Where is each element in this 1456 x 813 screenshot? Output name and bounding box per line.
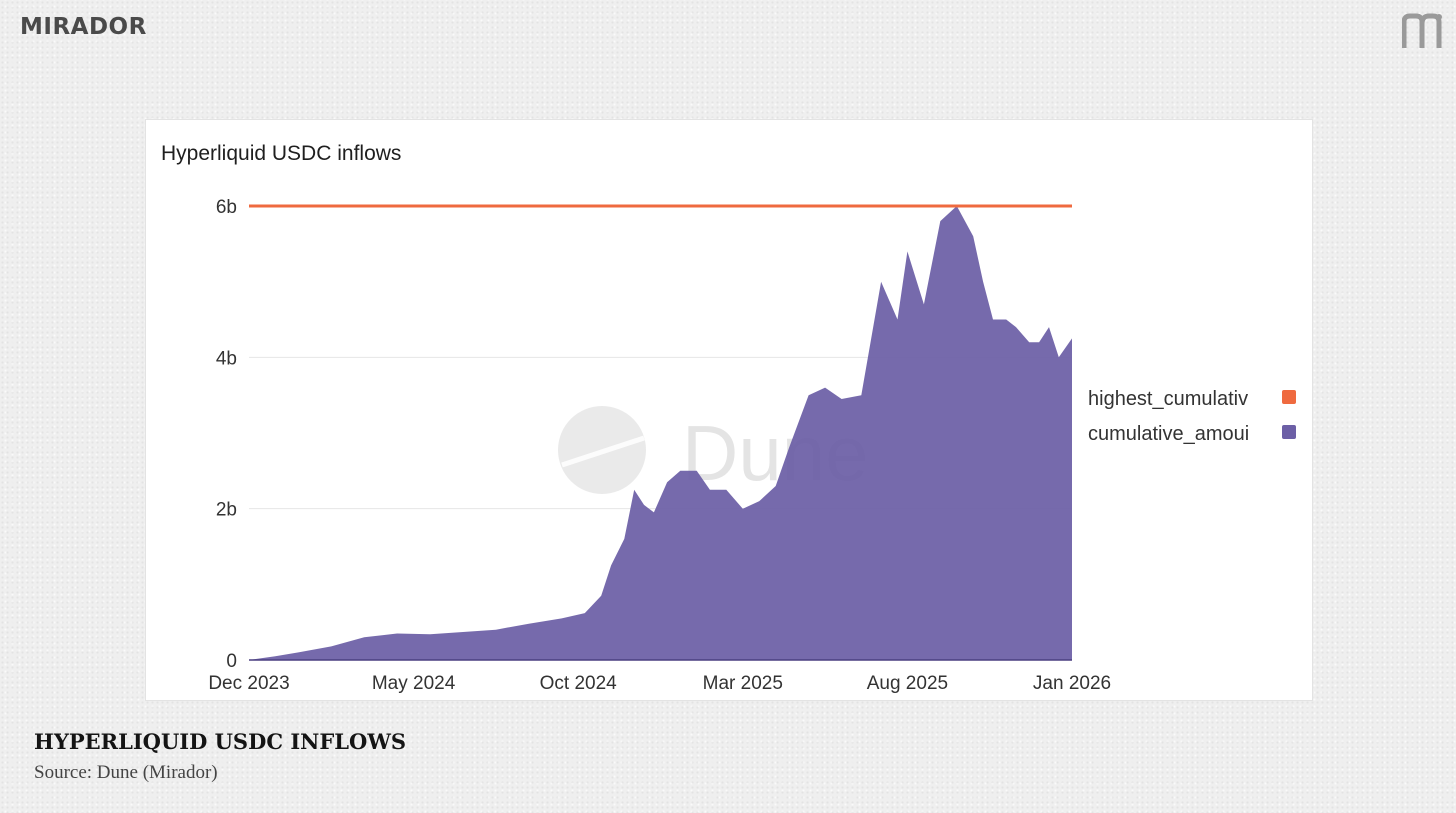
legend-label-cumulative[interactable]: cumulative_amoui	[1088, 423, 1249, 445]
caption-title: HYPERLIQUID USDC INFLOWS	[34, 729, 407, 754]
y-tick-label: 6b	[216, 197, 237, 218]
legend-swatch-highest	[1282, 390, 1296, 404]
chart-title: Hyperliquid USDC inflows	[161, 142, 401, 165]
x-tick-label: May 2024	[372, 673, 456, 694]
y-tick-label: 2b	[216, 500, 237, 521]
y-tick-label: 0	[226, 651, 237, 672]
caption-source: Source: Dune (Mirador)	[34, 762, 218, 783]
x-tick-label: Jan 2026	[1033, 673, 1111, 694]
x-tick-label: Oct 2024	[540, 673, 618, 694]
y-tick-label: 4b	[216, 348, 237, 369]
brand-logo: MIRADOR	[20, 14, 147, 40]
y-axis: 0 2b 4b 6b	[216, 197, 237, 672]
legend-swatch-cumulative	[1282, 425, 1296, 439]
cumulative-amount-area[interactable]	[249, 206, 1072, 660]
x-axis: Dec 2023 May 2024 Oct 2024 Mar 2025 Aug 2025…	[208, 673, 1111, 694]
mirador-m-icon	[1402, 13, 1442, 48]
chart-card: Hyperliquid USDC inflows Dune 0 2b 4b 6b De…	[145, 119, 1313, 701]
legend-label-highest[interactable]: highest_cumulativ	[1088, 388, 1248, 410]
x-tick-label: Aug 2025	[867, 673, 948, 694]
x-tick-label: Mar 2025	[703, 673, 783, 694]
legend[interactable]: highest_cumulativ cumulative_amoui	[1088, 388, 1296, 445]
area-layer	[249, 206, 1072, 661]
x-tick-label: Dec 2023	[208, 673, 289, 694]
